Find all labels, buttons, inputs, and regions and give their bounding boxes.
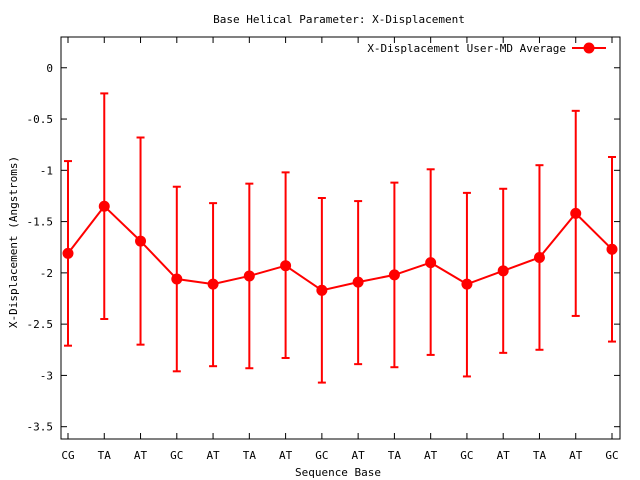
legend-label: X-Displacement User-MD Average (367, 42, 566, 55)
data-point (98, 200, 110, 212)
x-tick-label: TA (243, 449, 257, 462)
x-tick-label: AT (424, 449, 438, 462)
x-tick-label: TA (533, 449, 547, 462)
x-tick-label: AT (134, 449, 148, 462)
data-point (135, 235, 147, 247)
x-tick-label: AT (569, 449, 583, 462)
x-tick-label: GC (605, 449, 618, 462)
chart-title: Base Helical Parameter: X-Displacement (213, 13, 465, 26)
data-point (62, 247, 74, 259)
y-tick-label: 0 (46, 62, 53, 75)
y-tick-label: -1 (40, 164, 53, 177)
y-axis-ticks: 0 -0.5 -1 -1.5 -2 -2.5 -3 -3.5 (27, 62, 620, 434)
y-tick-label: -0.5 (27, 113, 54, 126)
plot-frame (60, 36, 621, 440)
y-axis-label: X-Displacement (Angstroms) (7, 156, 20, 328)
x-tick-label: AT (352, 449, 366, 462)
x-tick-label: CG (61, 449, 74, 462)
x-tick-label: GC (460, 449, 473, 462)
legend-marker (583, 42, 595, 54)
x-axis-ticks: CG TA AT GC AT TA AT GC AT TA AT GC AT TA AT GC (61, 37, 619, 462)
series-line (67, 204, 613, 292)
plot-area (62, 92, 618, 384)
y-tick-label: -2 (40, 267, 53, 280)
y-tick-label: -3 (40, 369, 53, 382)
data-point (533, 251, 545, 263)
data-point (280, 260, 292, 272)
x-tick-label: AT (279, 449, 293, 462)
data-point (207, 278, 219, 290)
y-tick-label: -1.5 (27, 216, 54, 229)
data-point (461, 278, 473, 290)
data-point (171, 273, 183, 285)
data-point (425, 257, 437, 269)
data-point (388, 269, 400, 281)
x-tick-label: GC (170, 449, 183, 462)
x-tick-label: GC (315, 449, 328, 462)
data-point (316, 284, 328, 296)
data-point (243, 270, 255, 282)
data-point (497, 265, 509, 277)
data-point (352, 276, 364, 288)
x-tick-label: AT (206, 449, 220, 462)
y-tick-label: -2.5 (27, 318, 54, 331)
legend: X-Displacement User-MD Average (367, 42, 606, 55)
x-tick-label: TA (98, 449, 112, 462)
data-point (570, 207, 582, 219)
x-tick-label: TA (388, 449, 402, 462)
y-tick-label: -3.5 (27, 421, 54, 434)
data-point (606, 243, 618, 255)
x-tick-label: AT (497, 449, 511, 462)
x-axis-label: Sequence Base (295, 466, 381, 479)
